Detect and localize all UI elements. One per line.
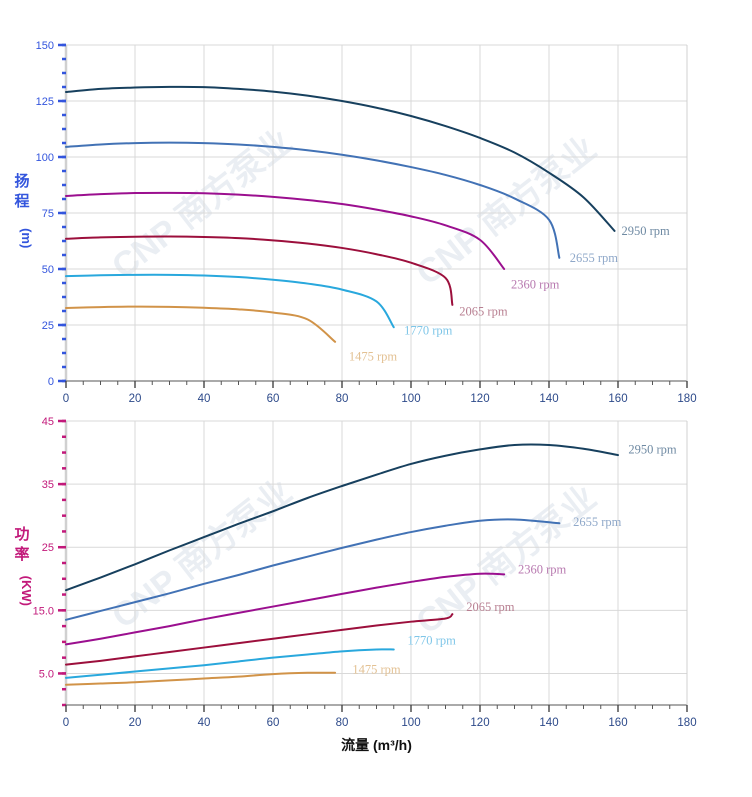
y-axis-tick-label: 5.0	[39, 668, 54, 680]
curve-1770-rpm	[65, 273, 395, 329]
x-axis-ticks: 0 20 40 60 80 100 120 140 160 180	[63, 381, 697, 405]
series-label-2950-rpm: 2950 rpm	[628, 442, 677, 456]
x-axis-tick-label: 0	[63, 393, 69, 405]
y-axis-ticks: 0 25 50 75 100 125 150	[36, 40, 66, 388]
y-axis-tick-label: 25	[42, 320, 54, 332]
x-axis-title: 流量 (m³/h)	[341, 737, 412, 753]
curve-1475-rpm	[65, 305, 337, 343]
series-label-2360-rpm: 2360 rpm	[511, 278, 560, 292]
x-axis-tick-label: 100	[401, 393, 420, 405]
x-axis-tick-label: 160	[608, 393, 627, 405]
series-label-2360-rpm: 2360 rpm	[518, 562, 567, 576]
series-label-1475-rpm: 1475 rpm	[349, 349, 398, 363]
y-axis-ticks: 5.0 15.0 25 35 45	[33, 416, 66, 707]
curve-2950-rpm	[65, 85, 616, 232]
y-axis-title-char: 功	[14, 526, 29, 543]
x-axis-tick-label: 20	[129, 393, 142, 405]
curve-2655-rpm	[65, 518, 561, 621]
y-axis-tick-label: 45	[42, 416, 54, 428]
series-label-1770-rpm: 1770 rpm	[404, 324, 453, 338]
x-axis-tick-label: 60	[267, 393, 280, 405]
y-axis-tick-label: 150	[36, 40, 54, 52]
x-axis-tick-label: 180	[677, 717, 696, 729]
curve-2950-rpm	[65, 443, 619, 592]
x-axis-tick-label: 140	[539, 717, 558, 729]
y-axis-title: 功率 (KW)	[14, 526, 34, 606]
curve-2360-rpm	[65, 191, 506, 270]
series-label-2065-rpm: 2065 rpm	[459, 305, 508, 319]
x-axis-tick-label: 160	[608, 717, 627, 729]
curve-1475-rpm	[65, 671, 337, 686]
y-axis-title-char: 程	[14, 193, 29, 210]
series-label-1770-rpm: 1770 rpm	[408, 634, 457, 648]
y-axis-tick-label: 25	[42, 542, 54, 554]
x-axis-tick-label: 0	[63, 717, 69, 729]
series-label-2655-rpm: 2655 rpm	[573, 515, 622, 529]
y-axis-tick-label: 15.0	[33, 605, 54, 617]
y-axis-title: 扬程 (m)	[14, 172, 34, 248]
x-axis-tick-label: 60	[267, 717, 280, 729]
x-axis-tick-label: 120	[470, 717, 489, 729]
curve-1770-rpm	[65, 648, 395, 679]
series-label-2950-rpm: 2950 rpm	[621, 224, 670, 238]
series-label-1475-rpm: 1475 rpm	[352, 663, 401, 677]
plot-background	[66, 421, 687, 705]
y-axis-title-char: 率	[14, 545, 29, 563]
y-axis-unit-label: (m)	[19, 228, 34, 248]
x-axis-tick-label: 100	[401, 717, 420, 729]
y-axis-unit-label: (KW)	[19, 576, 34, 606]
x-axis-tick-label: 40	[198, 717, 211, 729]
x-axis-tick-label: 80	[336, 393, 349, 405]
curve-2360-rpm	[65, 572, 506, 646]
curve-2065-rpm	[65, 613, 454, 666]
x-axis-tick-label: 40	[198, 393, 211, 405]
grid-lines	[66, 420, 688, 705]
x-axis-ticks: 0 20 40 60 80 100 120 140 160 180	[63, 705, 697, 729]
x-axis-tick-label: 80	[336, 717, 349, 729]
y-axis-tick-label: 75	[42, 208, 54, 220]
y-axis-title-char: 扬	[14, 172, 29, 190]
series-label-2065-rpm: 2065 rpm	[466, 600, 515, 614]
x-axis-tick-label: 120	[470, 393, 489, 405]
x-axis-tick-label: 140	[539, 393, 558, 405]
y-axis-tick-label: 50	[42, 264, 54, 276]
series-group: 2950 rpm 2655 rpm 2360 rpm 2065 rpm 1770 rpm…	[65, 442, 677, 686]
y-axis-tick-label: 100	[36, 152, 54, 164]
x-axis-tick-label: 180	[677, 393, 696, 405]
y-axis-tick-label: 35	[42, 479, 54, 491]
series-label-2655-rpm: 2655 rpm	[570, 251, 619, 265]
x-axis-tick-label: 20	[129, 717, 142, 729]
y-axis-tick-label: 125	[36, 96, 54, 108]
curve-2065-rpm	[65, 235, 454, 306]
curve-2655-rpm	[65, 141, 561, 259]
y-axis-tick-label: 0	[48, 376, 54, 388]
